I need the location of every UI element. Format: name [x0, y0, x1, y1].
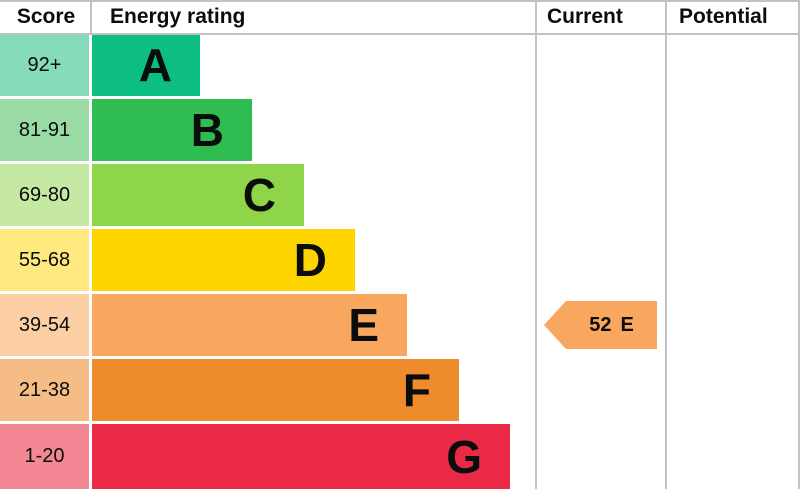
band-row: 1-20 G: [0, 424, 510, 489]
band-letter: F: [402, 364, 431, 416]
potential-header: Potential: [679, 5, 768, 28]
band-bar: A: [92, 34, 200, 96]
band-letter: E: [348, 299, 379, 351]
score-header: Score: [16, 5, 76, 28]
band-bar: C: [92, 164, 304, 226]
band-row: 81-91 B: [0, 99, 510, 164]
band-row: 21-38 F: [0, 359, 510, 424]
potential-column-divider: [665, 0, 667, 489]
header-row: Score Energy rating Current Potential: [0, 0, 800, 34]
band-score-cell: 69-80: [0, 164, 89, 226]
band-bar: B: [92, 99, 252, 161]
band-score-cell: 39-54: [0, 294, 89, 356]
band-letter: B: [190, 104, 224, 156]
energy-rating-header: Energy rating: [110, 5, 246, 28]
band-bar: E: [92, 294, 407, 356]
band-score-cell: 21-38: [0, 359, 89, 421]
band-letter: D: [293, 234, 327, 286]
band-score-cell: 55-68: [0, 229, 89, 291]
band-bar: F: [92, 359, 459, 421]
top-border: [0, 0, 800, 2]
band-letter: C: [242, 169, 276, 221]
current-header: Current: [547, 5, 623, 28]
bands-container: 92+ A 81-91 B 69-80 C 55-68 D 39-54 E 21…: [0, 34, 510, 489]
current-column-divider: [535, 0, 537, 489]
band-score-cell: 92+: [0, 34, 89, 96]
band-letter: A: [138, 39, 172, 91]
band-row: 92+ A: [0, 34, 510, 99]
header-divider-line: [0, 33, 800, 35]
score-column-divider: [90, 0, 92, 34]
current-score-value: 52: [589, 313, 612, 336]
band-row: 55-68 D: [0, 229, 510, 294]
band-letter: G: [446, 430, 482, 483]
current-rating-arrow: 52 E: [544, 301, 657, 349]
right-border: [798, 0, 800, 489]
band-row: 39-54 E: [0, 294, 510, 359]
band-bar: G: [92, 424, 510, 489]
band-row: 69-80 C: [0, 164, 510, 229]
band-bar: D: [92, 229, 355, 291]
band-score-cell: 81-91: [0, 99, 89, 161]
current-band-letter: E: [620, 313, 634, 336]
band-score-cell: 1-20: [0, 424, 89, 489]
